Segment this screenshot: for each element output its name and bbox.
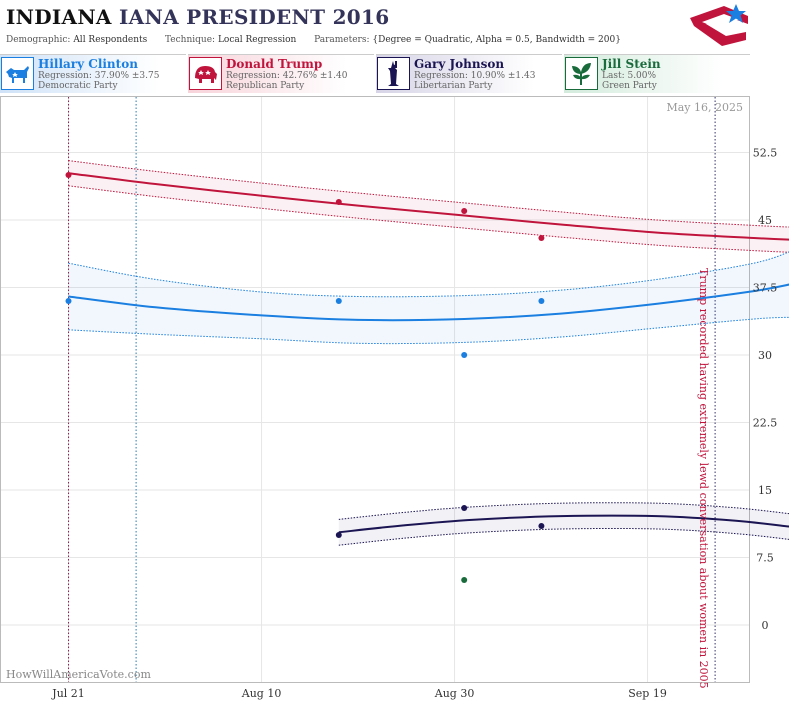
hillary-clinton-poll-point bbox=[335, 298, 342, 304]
candidate-regression: Regression: 37.90% ±3.75 bbox=[38, 71, 160, 81]
donald-trump-regression-line bbox=[68, 172, 789, 241]
x-tick-label: Aug 30 bbox=[434, 687, 475, 700]
candidate-regression: Regression: 42.76% ±1.40 bbox=[226, 71, 348, 81]
technique-value: Local Regression bbox=[217, 35, 297, 45]
y-tick-label: 0 bbox=[762, 619, 769, 632]
gary-johnson-regression-line bbox=[338, 514, 789, 534]
candidate-regression: Regression: 10.90% ±1.43 bbox=[414, 71, 536, 81]
parameters-label: Parameters: bbox=[314, 35, 370, 45]
gary-johnson-poll-point bbox=[538, 523, 545, 529]
x-tick-label: Aug 10 bbox=[241, 687, 282, 700]
event-lines bbox=[68, 97, 716, 682]
demographic-label: Demographic: bbox=[6, 35, 71, 45]
y-tick-label: 52.5 bbox=[753, 147, 778, 160]
hillary-clinton-poll-point bbox=[65, 298, 72, 304]
title-state: INDIANA bbox=[6, 5, 112, 29]
hillary-clinton-band-fill bbox=[68, 251, 789, 344]
candidate-last: Last: 5.00% bbox=[602, 71, 657, 81]
candidate-cards: Hillary Clinton Regression: 37.90% ±3.75… bbox=[0, 54, 750, 93]
gary-johnson-poll-point bbox=[461, 505, 468, 511]
header: INDIANA IANA PRESIDENT 2016 Demographic:… bbox=[0, 0, 750, 50]
candidate-party: Green Party bbox=[602, 81, 657, 91]
title-rest: IANA PRESIDENT 2016 bbox=[119, 5, 390, 29]
candidate-name: Donald Trump bbox=[226, 57, 323, 71]
hillary-clinton-band-lower bbox=[68, 316, 789, 345]
plot-frame bbox=[0, 96, 750, 683]
jill-stein-poll-point bbox=[461, 577, 468, 583]
candidate-card-johnson: Gary Johnson Regression: 10.90% ±1.43 Li… bbox=[376, 54, 562, 93]
event-annotation: Trump recorded having extremely lewd con… bbox=[697, 268, 710, 689]
candidate-name: Gary Johnson bbox=[414, 57, 505, 71]
candidate-card-clinton: Hillary Clinton Regression: 37.90% ±3.75… bbox=[0, 54, 186, 93]
confidence-bands bbox=[68, 160, 789, 546]
y-axis-ticks: 52.5 45 37.5 30 22.5 15 7.5 0 bbox=[753, 147, 778, 633]
y-tick-label: 37.5 bbox=[753, 282, 778, 295]
donkey-icon bbox=[1, 57, 34, 90]
donald-trump-band-fill bbox=[68, 160, 789, 253]
x-tick-label: Sep 19 bbox=[628, 687, 667, 700]
site-logo-icon bbox=[690, 4, 748, 46]
gary-johnson-poll-point bbox=[335, 532, 342, 538]
y-tick-label: 22.5 bbox=[753, 417, 778, 430]
gary-johnson-band-lower bbox=[338, 527, 789, 546]
candidate-party: Republican Party bbox=[226, 81, 305, 91]
grid-lines bbox=[1, 97, 749, 682]
y-tick-label: 7.5 bbox=[756, 552, 774, 565]
site-credit: HowWillAmericaVote.com bbox=[6, 668, 151, 681]
parameters-line: Demographic: All Respondents Technique: … bbox=[6, 35, 621, 45]
parameters-value: {Degree = Quadratic, Alpha = 0.5, Bandwi… bbox=[372, 35, 621, 45]
donald-trump-poll-point bbox=[538, 235, 545, 241]
hillary-clinton-regression-line bbox=[68, 283, 789, 322]
poll-points bbox=[65, 172, 545, 583]
leaf-icon bbox=[565, 57, 598, 90]
candidate-party: Democratic Party bbox=[38, 81, 118, 91]
candidate-card-stein: Jill Stein Last: 5.00% Green Party bbox=[564, 54, 750, 93]
donald-trump-band-lower bbox=[68, 185, 789, 253]
x-tick-label: Jul 21 bbox=[51, 687, 85, 700]
statue-of-liberty-icon bbox=[377, 57, 410, 90]
hillary-clinton-poll-point bbox=[538, 298, 545, 304]
technique-label: Technique: bbox=[165, 35, 216, 45]
donald-trump-poll-point bbox=[335, 199, 342, 205]
y-tick-label: 45 bbox=[758, 214, 772, 227]
date-stamp: May 16, 2025 bbox=[666, 101, 743, 114]
regression-lines bbox=[68, 172, 789, 534]
y-tick-label: 30 bbox=[758, 349, 772, 362]
candidate-name: Hillary Clinton bbox=[38, 57, 138, 71]
donald-trump-poll-point bbox=[461, 208, 468, 214]
y-tick-label: 15 bbox=[758, 484, 772, 497]
gary-johnson-band-fill bbox=[338, 502, 789, 546]
candidate-party: Libertarian Party bbox=[414, 81, 493, 91]
hillary-clinton-poll-point bbox=[461, 352, 468, 358]
candidate-card-trump: Donald Trump Regression: 42.76% ±1.40 Re… bbox=[188, 54, 374, 93]
demographic-value: All Respondents bbox=[73, 35, 148, 45]
donald-trump-poll-point bbox=[65, 172, 72, 178]
donald-trump-band-upper bbox=[68, 160, 789, 228]
gary-johnson-band-upper bbox=[338, 502, 789, 520]
elephant-icon bbox=[189, 57, 222, 90]
candidate-name: Jill Stein bbox=[602, 57, 661, 71]
page-title: INDIANA IANA PRESIDENT 2016 bbox=[6, 5, 389, 29]
